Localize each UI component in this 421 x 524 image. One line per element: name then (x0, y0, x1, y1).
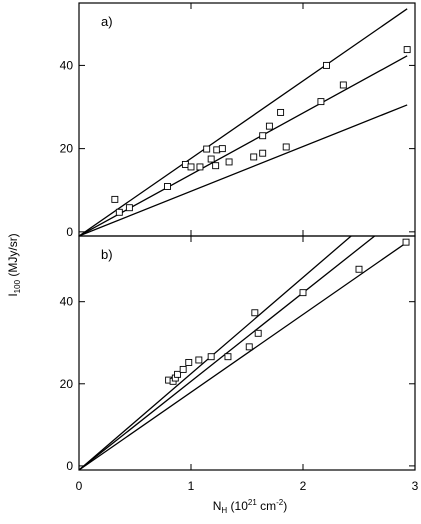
fit-line (79, 236, 376, 470)
data-point (403, 46, 411, 54)
data-point (207, 353, 215, 361)
y-tick-label: 20 (60, 142, 74, 156)
data-point (317, 98, 325, 106)
y-axis-label-sub: 100 (13, 279, 22, 293)
x-tick-label: 2 (300, 479, 307, 493)
data-point (277, 108, 285, 116)
data-point (259, 149, 267, 157)
data-point (196, 163, 204, 171)
y-tick-label: 20 (60, 377, 74, 391)
fit-line (79, 8, 408, 236)
y-tick-label: 40 (60, 295, 74, 309)
data-point (259, 132, 267, 140)
data-point (355, 265, 363, 273)
data-point (254, 329, 262, 337)
x-axis-label-suffix: ) (283, 499, 287, 513)
data-point (218, 145, 226, 153)
data-point (250, 153, 258, 161)
x-axis-label-sub: H (221, 506, 227, 515)
data-point (187, 163, 195, 171)
x-axis-label-middle: (10 (227, 499, 248, 513)
data-point (164, 183, 171, 190)
data-point (125, 204, 133, 212)
fit-lines (79, 8, 408, 236)
fit-line (79, 236, 352, 470)
y-axis-label: I100 (MJy/sr) (6, 233, 22, 296)
data-point (339, 81, 347, 89)
data-point (195, 356, 203, 364)
fit-line (79, 241, 408, 470)
data-point (299, 289, 307, 297)
y-tick-label: 0 (66, 225, 73, 239)
panel-a: 0 20 40 a) (60, 2, 416, 239)
data-point (212, 162, 220, 170)
data-point (181, 160, 189, 168)
y-tick-label: 40 (60, 58, 74, 72)
x-axis-label-middle2: cm (257, 499, 276, 513)
x-axis-label-sup1: 21 (248, 498, 257, 507)
x-axis-label-main: N (213, 499, 222, 513)
x-axis-label-sup2: -2 (276, 498, 284, 507)
data-point (225, 158, 233, 166)
x-axis-label: NH (1021 cm-2) (213, 498, 288, 515)
fit-lines (79, 236, 408, 470)
data-point (265, 122, 273, 130)
panel-b: 0 20 40 b) 0 1 2 3 (60, 235, 419, 493)
panel-label: b) (101, 247, 113, 262)
data-point (111, 195, 119, 203)
y-tick-label: 0 (66, 459, 73, 473)
data-point (207, 155, 215, 163)
y-axis-label-suffix: (MJy/sr) (6, 233, 20, 280)
data-point (213, 146, 221, 154)
data-point (203, 145, 211, 153)
data-point (402, 238, 410, 246)
panel-label: a) (101, 14, 113, 29)
x-tick-label: 0 (76, 479, 83, 493)
data-point (245, 343, 253, 351)
data-point (174, 370, 182, 378)
data-point (179, 365, 187, 373)
x-tick-label: 3 (412, 479, 419, 493)
data-point (224, 353, 232, 361)
data-point (282, 143, 290, 151)
plot-frame (78, 235, 416, 471)
data-point (115, 208, 123, 216)
x-tick-label: 1 (188, 479, 195, 493)
y-axis-label-main: I (6, 293, 20, 296)
fit-line (79, 55, 408, 236)
fit-line (79, 104, 408, 236)
data-point (251, 309, 259, 317)
data-point (185, 358, 193, 366)
data-point (323, 61, 330, 69)
